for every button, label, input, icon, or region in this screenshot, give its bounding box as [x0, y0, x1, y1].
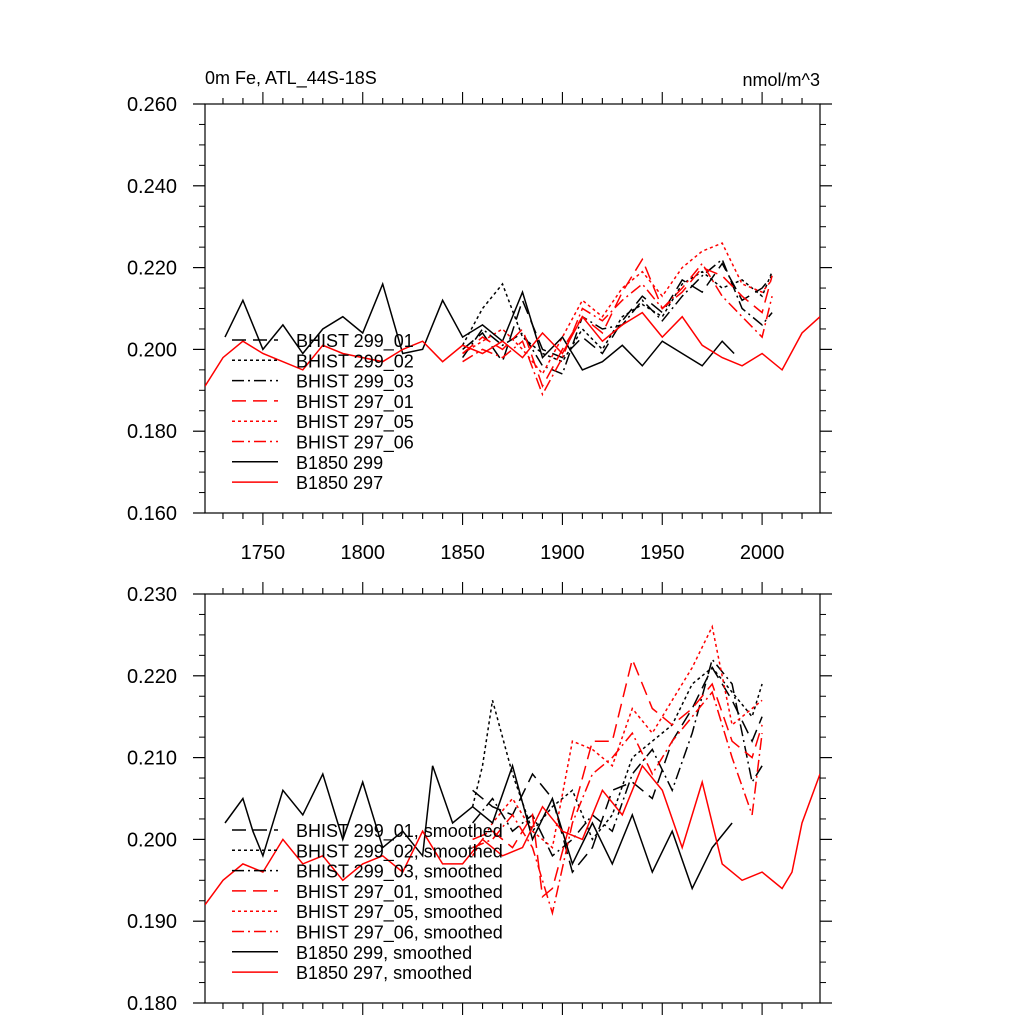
bottom-legend-label: BHIST 297_01, smoothed: [296, 882, 503, 903]
bottom-series-line: [471, 666, 763, 841]
bottom-series-line: [471, 624, 763, 857]
bottom-series-line: [472, 690, 763, 916]
top-y-tick-label: 0.240: [127, 176, 177, 198]
bottom-legend-label: BHIST 299_02, smoothed: [296, 841, 503, 862]
top-panel: 0m Fe, ATL_44S-18S nmol/m^3 0.160 0.180 0.…: [127, 68, 832, 564]
bottom-legend-label: BHIST 299_01, smoothed: [296, 821, 503, 842]
bottom-y-tick-label: 0.220: [127, 666, 177, 688]
bottom-panel: 0.180 0.190 0.200 0.210 0.220 0.230 BHIST 299_…: [127, 582, 832, 1015]
top-legend-label: BHIST 299_03: [296, 372, 414, 393]
top-legend-label: BHIST 297_06: [296, 433, 414, 454]
bottom-legend-label: B1850 297, smoothed: [296, 963, 472, 983]
bottom-legend-label: BHIST 297_06, smoothed: [296, 923, 503, 944]
top-series-line: [224, 281, 735, 371]
top-series-line: [462, 262, 773, 397]
top-y-tick-label: 0.200: [127, 339, 177, 361]
top-legend-label: B1850 299: [296, 453, 383, 473]
top-x-tick-label: 1800: [340, 542, 385, 564]
bottom-series-line: [472, 666, 763, 874]
top-series-line: [205, 311, 820, 387]
top-x-tick-label: 1900: [540, 542, 585, 564]
top-x-tick-label: 1950: [640, 542, 685, 564]
bottom-legend-label: BHIST 299_03, smoothed: [296, 862, 503, 883]
bottom-y-tick-label: 0.180: [127, 993, 177, 1015]
top-series-line: [461, 270, 773, 363]
bottom-y-tick-label: 0.210: [127, 748, 177, 770]
top-legend-label: BHIST 297_01: [296, 392, 414, 413]
top-y-tick-label: 0.180: [127, 421, 177, 443]
bottom-series-line: [472, 656, 763, 899]
top-x-tick-label: 2000: [740, 542, 785, 564]
bottom-series-group: [205, 624, 820, 916]
top-y-tick-label: 0.260: [127, 94, 177, 116]
top-x-tick-label: 1750: [241, 542, 286, 564]
top-x-tick-label: 1850: [440, 542, 485, 564]
top-legend-label: BHIST 297_05: [296, 412, 414, 433]
bottom-y-tick-label: 0.200: [127, 829, 177, 851]
top-legend-label: BHIST 299_02: [296, 351, 414, 372]
top-legend-label: B1850 297: [296, 473, 383, 493]
top-y-tick-label: 0.160: [127, 503, 177, 525]
top-legend-label: BHIST 299_01: [296, 331, 414, 352]
bottom-series-line: [224, 763, 733, 891]
bottom-y-tick-label: 0.190: [127, 911, 177, 933]
bottom-series-line: [205, 764, 820, 906]
bottom-legend-label: BHIST 297_05, smoothed: [296, 902, 503, 923]
top-panel-title: 0m Fe, ATL_44S-18S: [205, 68, 377, 89]
top-series-line: [462, 242, 773, 376]
bottom-y-tick-label: 0.230: [127, 584, 177, 606]
bottom-legend-label: B1850 299, smoothed: [296, 943, 472, 963]
top-panel-units-label: nmol/m^3: [743, 70, 820, 90]
top-y-tick-label: 0.220: [127, 258, 177, 280]
bottom-series-line: [472, 657, 763, 857]
top-series-group: [205, 242, 820, 397]
top-series-line: [462, 257, 773, 389]
top-series-line: [461, 258, 773, 375]
